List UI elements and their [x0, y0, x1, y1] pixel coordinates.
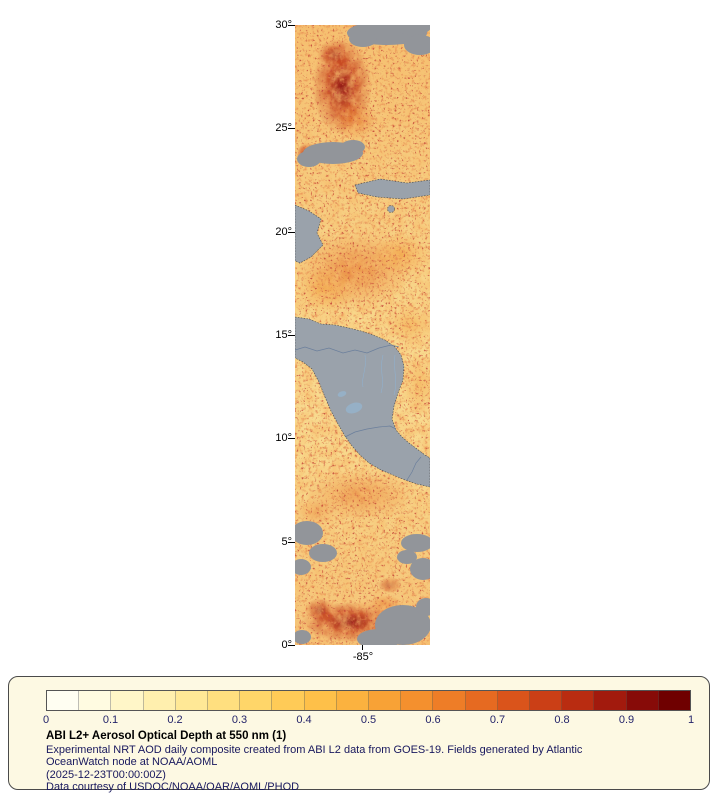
y-axis-label: 15° — [275, 329, 292, 341]
y-axis-label: 30° — [275, 19, 292, 31]
lakes — [337, 391, 363, 414]
colorbar-tick-label: 0.3 — [231, 714, 248, 726]
land-central-america — [294, 316, 431, 488]
lake-nicaragua — [345, 402, 363, 414]
y-axis-tick — [288, 128, 295, 130]
colorbar-tick-label: 0.1 — [102, 714, 119, 726]
y-axis-tick — [288, 438, 295, 440]
colorbar-segment — [304, 691, 337, 710]
colorbar-segment — [658, 691, 691, 710]
y-axis-label: 10° — [275, 432, 292, 445]
colorbar-segment — [562, 691, 595, 710]
colorbar-tick-label: 0 — [42, 714, 50, 726]
x-axis-label: -85° — [352, 651, 374, 663]
legend-caption-line: Experimental NRT AOD daily composite cre… — [46, 744, 583, 756]
y-axis-tick — [288, 231, 295, 233]
legend-caption: Experimental NRT AOD daily composite cre… — [46, 744, 582, 793]
legend-caption-line: (2025-12-23T00:00:00Z) — [46, 768, 166, 781]
colorbar-segment — [208, 691, 241, 710]
colorbar-segment — [143, 691, 176, 710]
y-axis-tick — [288, 541, 295, 543]
colorbar-tick-label: 0.6 — [425, 714, 441, 726]
colorbar-segment — [111, 691, 144, 710]
legend-panel: 0 0.1 0.2 0.3 0.4 0.5 0.6 0.7 0.8 0.9 1 ABI L2+ Ae… — [8, 676, 710, 793]
colorbar-segment — [497, 691, 531, 710]
colorbar-segment — [175, 691, 209, 710]
y-axis-tick — [288, 335, 295, 336]
legend-title: ABI L2+ Aerosol Optical Depth at 550 nm … — [46, 730, 287, 742]
colorbar-segment — [465, 691, 498, 710]
colorbar-segment — [433, 691, 466, 710]
colorbar-tick-label: 0.8 — [554, 714, 570, 726]
aod-map — [291, 19, 438, 649]
colorbar-tick-label: 0.4 — [296, 714, 312, 726]
land-yucatan — [294, 204, 324, 264]
lake-managua — [337, 391, 347, 397]
x-axis-tick — [362, 645, 363, 650]
colorbar — [46, 690, 691, 711]
rivers — [362, 354, 396, 396]
colorbar-segment — [240, 691, 273, 710]
y-axis-label: 25° — [275, 122, 292, 135]
colorbar-tick-label: 0.5 — [360, 714, 377, 726]
colorbar-tick-label: 0.9 — [618, 714, 635, 726]
colorbar-segment — [369, 691, 402, 710]
colorbar-ticks: 0 0.1 0.2 0.3 0.4 0.5 0.6 0.7 0.8 0.9 1 — [42, 714, 695, 728]
y-axis-tick — [288, 645, 295, 646]
colorbar-segment — [626, 691, 659, 710]
colorbar-segment — [336, 691, 370, 710]
land-isla-juventud — [387, 205, 395, 213]
aod-map-svg — [291, 19, 438, 649]
land-areas — [294, 178, 431, 488]
y-axis-tick — [288, 25, 295, 26]
colorbar-tick-label: 1 — [687, 714, 695, 726]
colorbar-segment — [272, 691, 305, 710]
colorbar-tick-label: 0.2 — [167, 714, 183, 726]
colorbar-segment — [594, 691, 627, 710]
colorbar-segment — [79, 691, 112, 710]
cloud-areas — [291, 19, 436, 649]
colorbar-segment — [401, 691, 434, 710]
y-axis-label: 0° — [281, 639, 292, 651]
legend-caption-line: Data courtesy of USDOC/NOAA/OAR/AOML/PHO… — [46, 780, 300, 793]
country-borders — [294, 344, 422, 481]
colorbar-segment — [530, 691, 563, 710]
legend-caption-line: OceanWatch node at NOAA/AOML — [46, 756, 218, 769]
y-axis-label: 5° — [281, 535, 292, 548]
y-axis-label: 20° — [275, 225, 292, 238]
colorbar-tick-label: 0.7 — [489, 714, 506, 726]
colorbar-segment — [47, 691, 80, 710]
